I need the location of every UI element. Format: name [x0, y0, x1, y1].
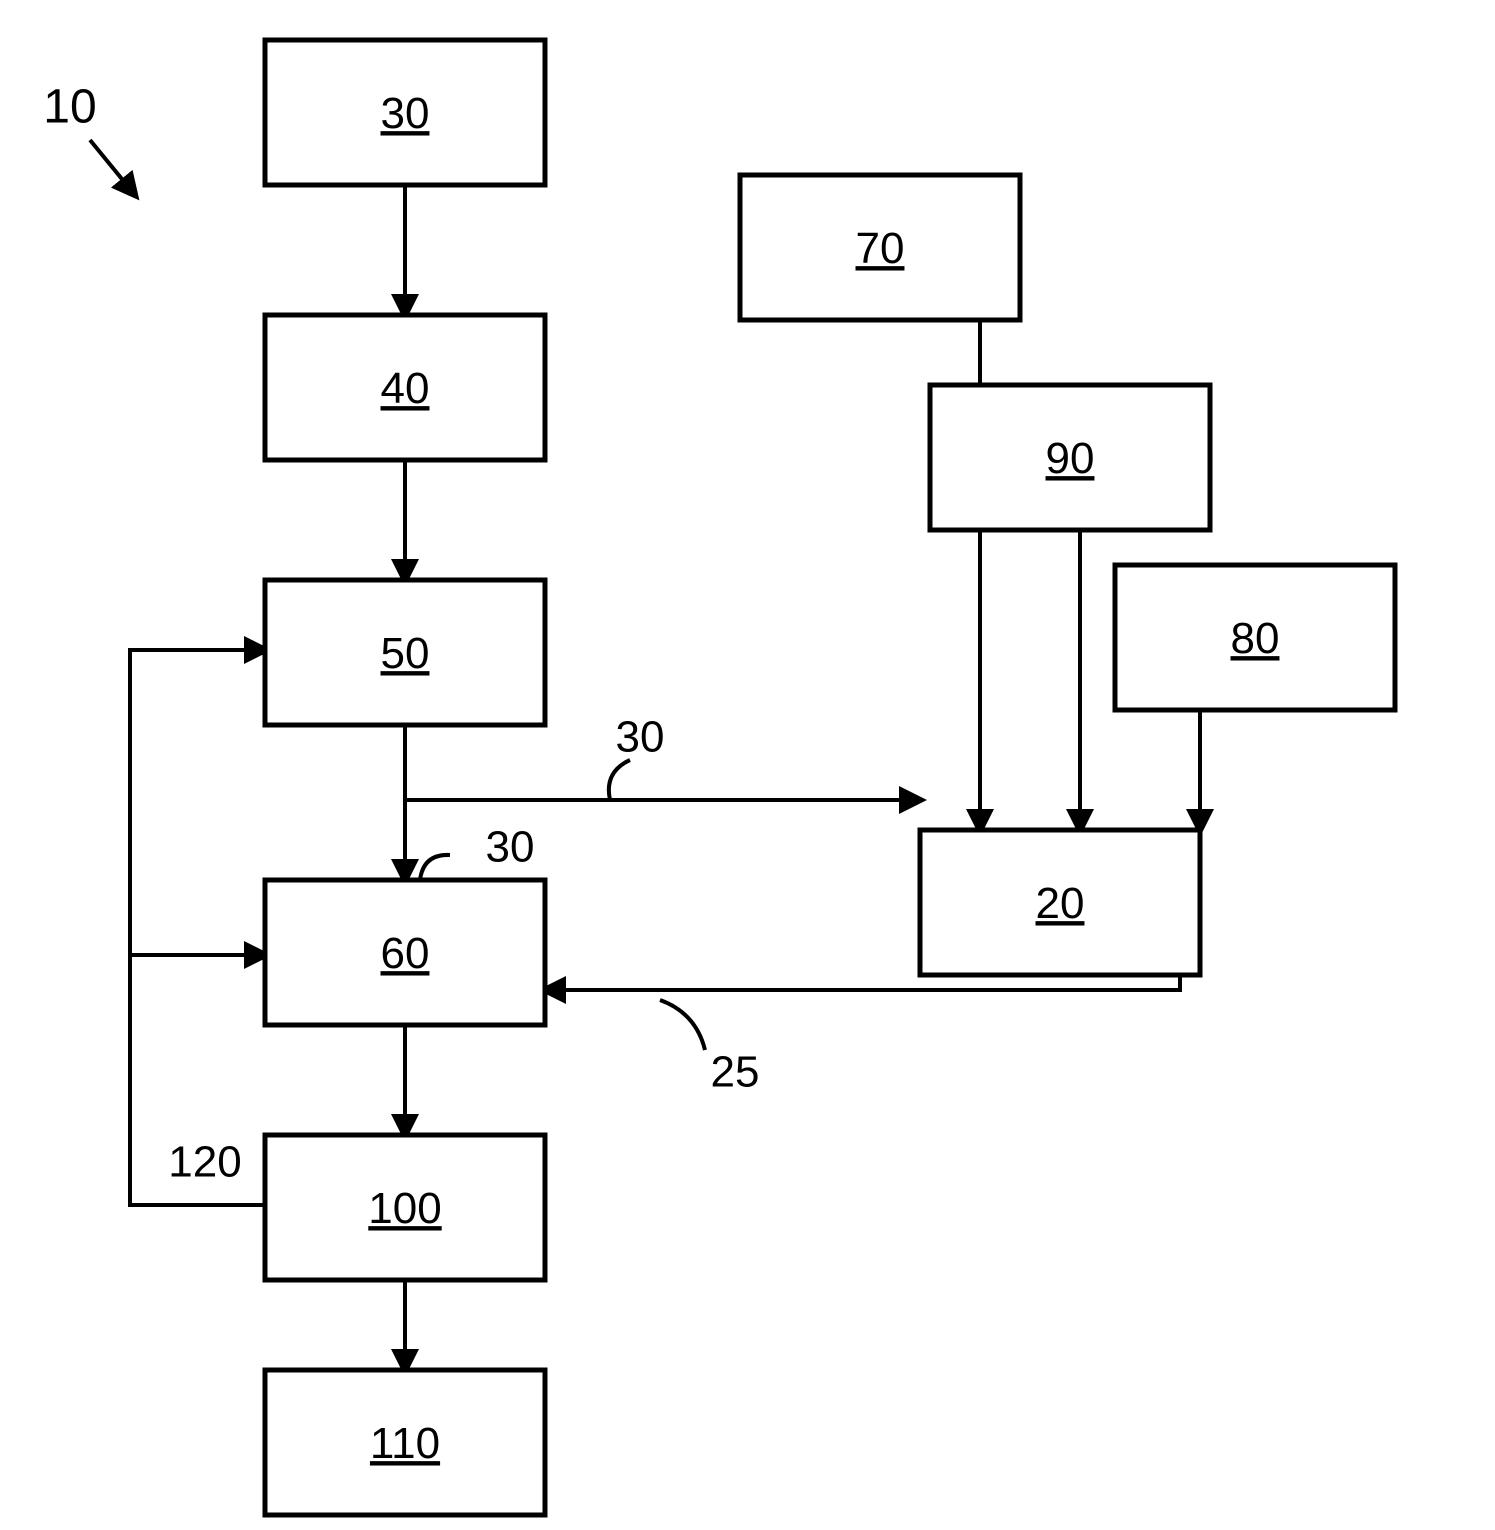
annotation-label: 30 [616, 713, 665, 762]
annotation-label: 25 [711, 1048, 760, 1097]
node-b30: 30 [265, 40, 545, 185]
annotation-label: 10 [43, 81, 96, 134]
node-b40: 40 [265, 315, 545, 460]
node-b100: 100 [265, 1135, 545, 1280]
node-label: 110 [370, 1419, 440, 1468]
annotation-pointer [420, 855, 450, 880]
node-label: 50 [381, 629, 430, 678]
node-b110: 110 [265, 1370, 545, 1515]
node-b70: 70 [740, 175, 1020, 320]
node-label: 90 [1046, 434, 1095, 483]
node-label: 20 [1036, 879, 1085, 928]
node-label: 80 [1231, 614, 1280, 663]
node-label: 100 [368, 1184, 441, 1233]
edge [130, 650, 265, 1205]
node-b20: 20 [920, 830, 1200, 975]
node-label: 30 [381, 89, 430, 138]
node-label: 60 [381, 929, 430, 978]
node-b60: 60 [265, 880, 545, 1025]
node-b50: 50 [265, 580, 545, 725]
node-label: 70 [856, 224, 905, 273]
node-b90: 90 [930, 385, 1210, 530]
annotation-pointer [609, 760, 630, 800]
node-b80: 80 [1115, 565, 1395, 710]
annotation-label: 30 [486, 823, 535, 872]
node-label: 40 [381, 364, 430, 413]
annotation-label: 120 [168, 1138, 241, 1187]
annotation-pointer [660, 1000, 705, 1050]
annotation-pointer [90, 140, 135, 195]
